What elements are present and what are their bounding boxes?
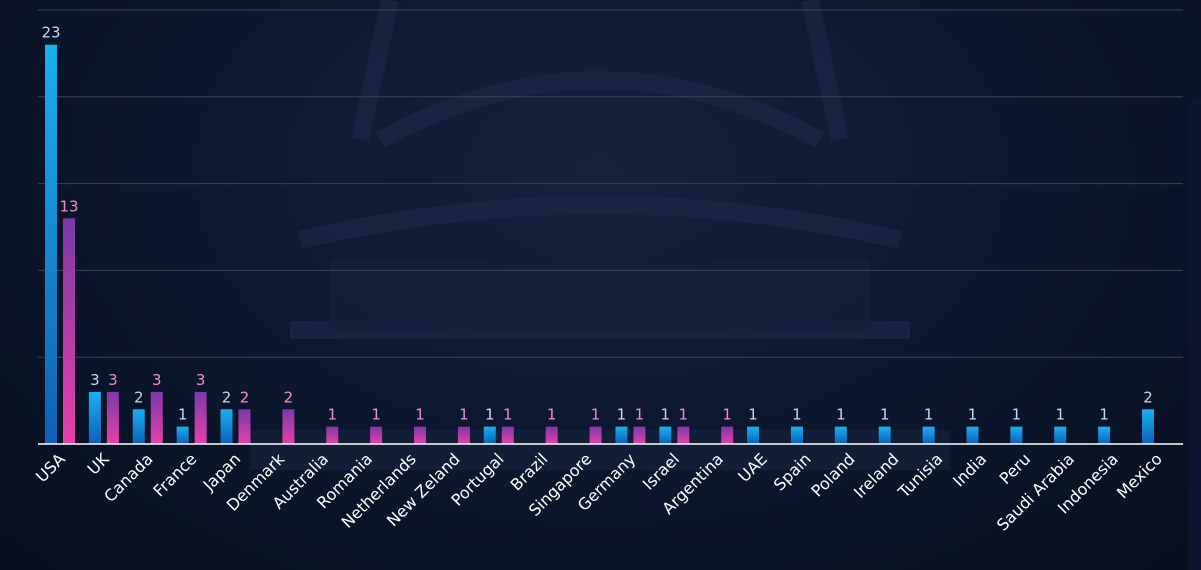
bar-series-2-germany[interactable] bbox=[633, 426, 646, 444]
bar-series-2-uk[interactable] bbox=[106, 391, 119, 444]
bar-series-1-uae[interactable] bbox=[747, 426, 760, 444]
bar-series-1-germany[interactable] bbox=[615, 426, 628, 444]
x-tick-label: Canada bbox=[100, 449, 156, 505]
data-label: 2 bbox=[134, 388, 144, 406]
data-label: 1 bbox=[591, 406, 601, 424]
bar-series-1-uk[interactable] bbox=[88, 391, 101, 444]
bar-series-2-denmark[interactable] bbox=[282, 409, 295, 444]
data-label: 1 bbox=[503, 406, 513, 424]
data-label: 2 bbox=[222, 388, 232, 406]
data-label: 1 bbox=[836, 406, 846, 424]
bars bbox=[45, 44, 1154, 444]
x-tick-label: Peru bbox=[996, 449, 1035, 488]
bar-series-2-canada[interactable] bbox=[150, 391, 163, 444]
x-tick-label: Ireland bbox=[850, 449, 903, 502]
bar-series-1-canada[interactable] bbox=[132, 409, 145, 444]
gridlines bbox=[38, 9, 1183, 358]
x-tick-label: UAE bbox=[734, 449, 771, 486]
bar-series-2-france[interactable] bbox=[194, 391, 207, 444]
x-tick-label: Poland bbox=[807, 449, 858, 500]
bar-series-2-argentina[interactable] bbox=[721, 426, 734, 444]
bar-series-2-usa[interactable] bbox=[63, 218, 75, 444]
bar-series-2-japan[interactable] bbox=[238, 409, 251, 444]
bar-series-1-peru[interactable] bbox=[1010, 426, 1023, 444]
data-label: 13 bbox=[59, 197, 78, 215]
bar-series-1-tunisia[interactable] bbox=[922, 426, 935, 444]
data-label: 3 bbox=[196, 371, 206, 389]
data-label: 1 bbox=[1055, 406, 1065, 424]
data-label: 1 bbox=[748, 406, 758, 424]
x-tick-label: India bbox=[949, 449, 990, 490]
data-label: 1 bbox=[1099, 406, 1109, 424]
bar-series-1-portugal[interactable] bbox=[483, 426, 496, 444]
data-label: 1 bbox=[328, 406, 338, 424]
x-tick-label: UK bbox=[84, 449, 113, 478]
data-label: 1 bbox=[1012, 406, 1022, 424]
data-label: 2 bbox=[1143, 388, 1153, 406]
data-label: 1 bbox=[415, 406, 425, 424]
data-label: 1 bbox=[924, 406, 934, 424]
data-label: 1 bbox=[485, 406, 495, 424]
data-label: 3 bbox=[152, 371, 162, 389]
bar-series-2-romania[interactable] bbox=[370, 426, 383, 444]
x-tick-labels: USA UKCanadaFranceJapanDenmarkAustraliaRo… bbox=[32, 449, 1166, 535]
bar-series-1-france[interactable] bbox=[176, 426, 189, 444]
bar-series-2-netherlands[interactable] bbox=[414, 426, 427, 444]
x-tick-label: Mexico bbox=[1113, 449, 1166, 502]
data-label: 3 bbox=[108, 371, 118, 389]
bar-series-1-mexico[interactable] bbox=[1142, 409, 1154, 444]
data-label: 1 bbox=[880, 406, 890, 424]
data-label: 1 bbox=[635, 406, 645, 424]
bar-series-2-singapore[interactable] bbox=[589, 426, 602, 444]
bar-series-1-poland[interactable] bbox=[834, 426, 847, 444]
bar-series-2-brazil[interactable] bbox=[545, 426, 558, 444]
x-tick-label: Tunisia bbox=[894, 449, 947, 502]
data-label: 1 bbox=[968, 406, 978, 424]
bar-series-1-india[interactable] bbox=[966, 426, 979, 444]
data-label: 3 bbox=[90, 371, 100, 389]
bar-series-2-new-zeland[interactable] bbox=[457, 426, 470, 444]
data-label: 2 bbox=[240, 388, 250, 406]
data-label: 1 bbox=[617, 406, 627, 424]
bar-series-1-ireland[interactable] bbox=[878, 426, 891, 444]
x-tick-label: France bbox=[149, 449, 200, 500]
bar-series-2-australia[interactable] bbox=[326, 426, 339, 444]
bar-series-1-spain[interactable] bbox=[790, 426, 803, 444]
data-label: 1 bbox=[459, 406, 469, 424]
data-label: 1 bbox=[679, 406, 689, 424]
data-label: 1 bbox=[722, 406, 732, 424]
bar-series-1-saudi-arabia[interactable] bbox=[1054, 426, 1067, 444]
data-label: 2 bbox=[284, 388, 294, 406]
x-tick-label: USA bbox=[32, 449, 69, 486]
data-label: 23 bbox=[41, 24, 60, 42]
data-label: 1 bbox=[792, 406, 802, 424]
bar-series-1-indonesia[interactable] bbox=[1098, 426, 1111, 444]
data-label: 1 bbox=[371, 406, 381, 424]
bar-series-2-portugal[interactable] bbox=[501, 426, 514, 444]
bar-series-1-usa[interactable] bbox=[45, 44, 57, 444]
bar-series-1-japan[interactable] bbox=[220, 409, 233, 444]
bar-series-1-israel[interactable] bbox=[659, 426, 672, 444]
bar-series-2-israel[interactable] bbox=[677, 426, 690, 444]
data-label: 1 bbox=[547, 406, 557, 424]
data-label: 1 bbox=[178, 406, 188, 424]
data-label: 1 bbox=[661, 406, 671, 424]
scrollbar-track[interactable] bbox=[1188, 100, 1201, 570]
